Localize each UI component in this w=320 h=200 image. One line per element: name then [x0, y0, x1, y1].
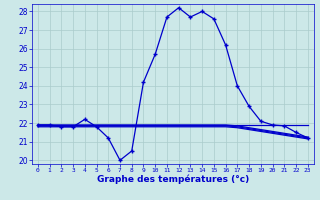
X-axis label: Graphe des températures (°c): Graphe des températures (°c)	[97, 175, 249, 184]
